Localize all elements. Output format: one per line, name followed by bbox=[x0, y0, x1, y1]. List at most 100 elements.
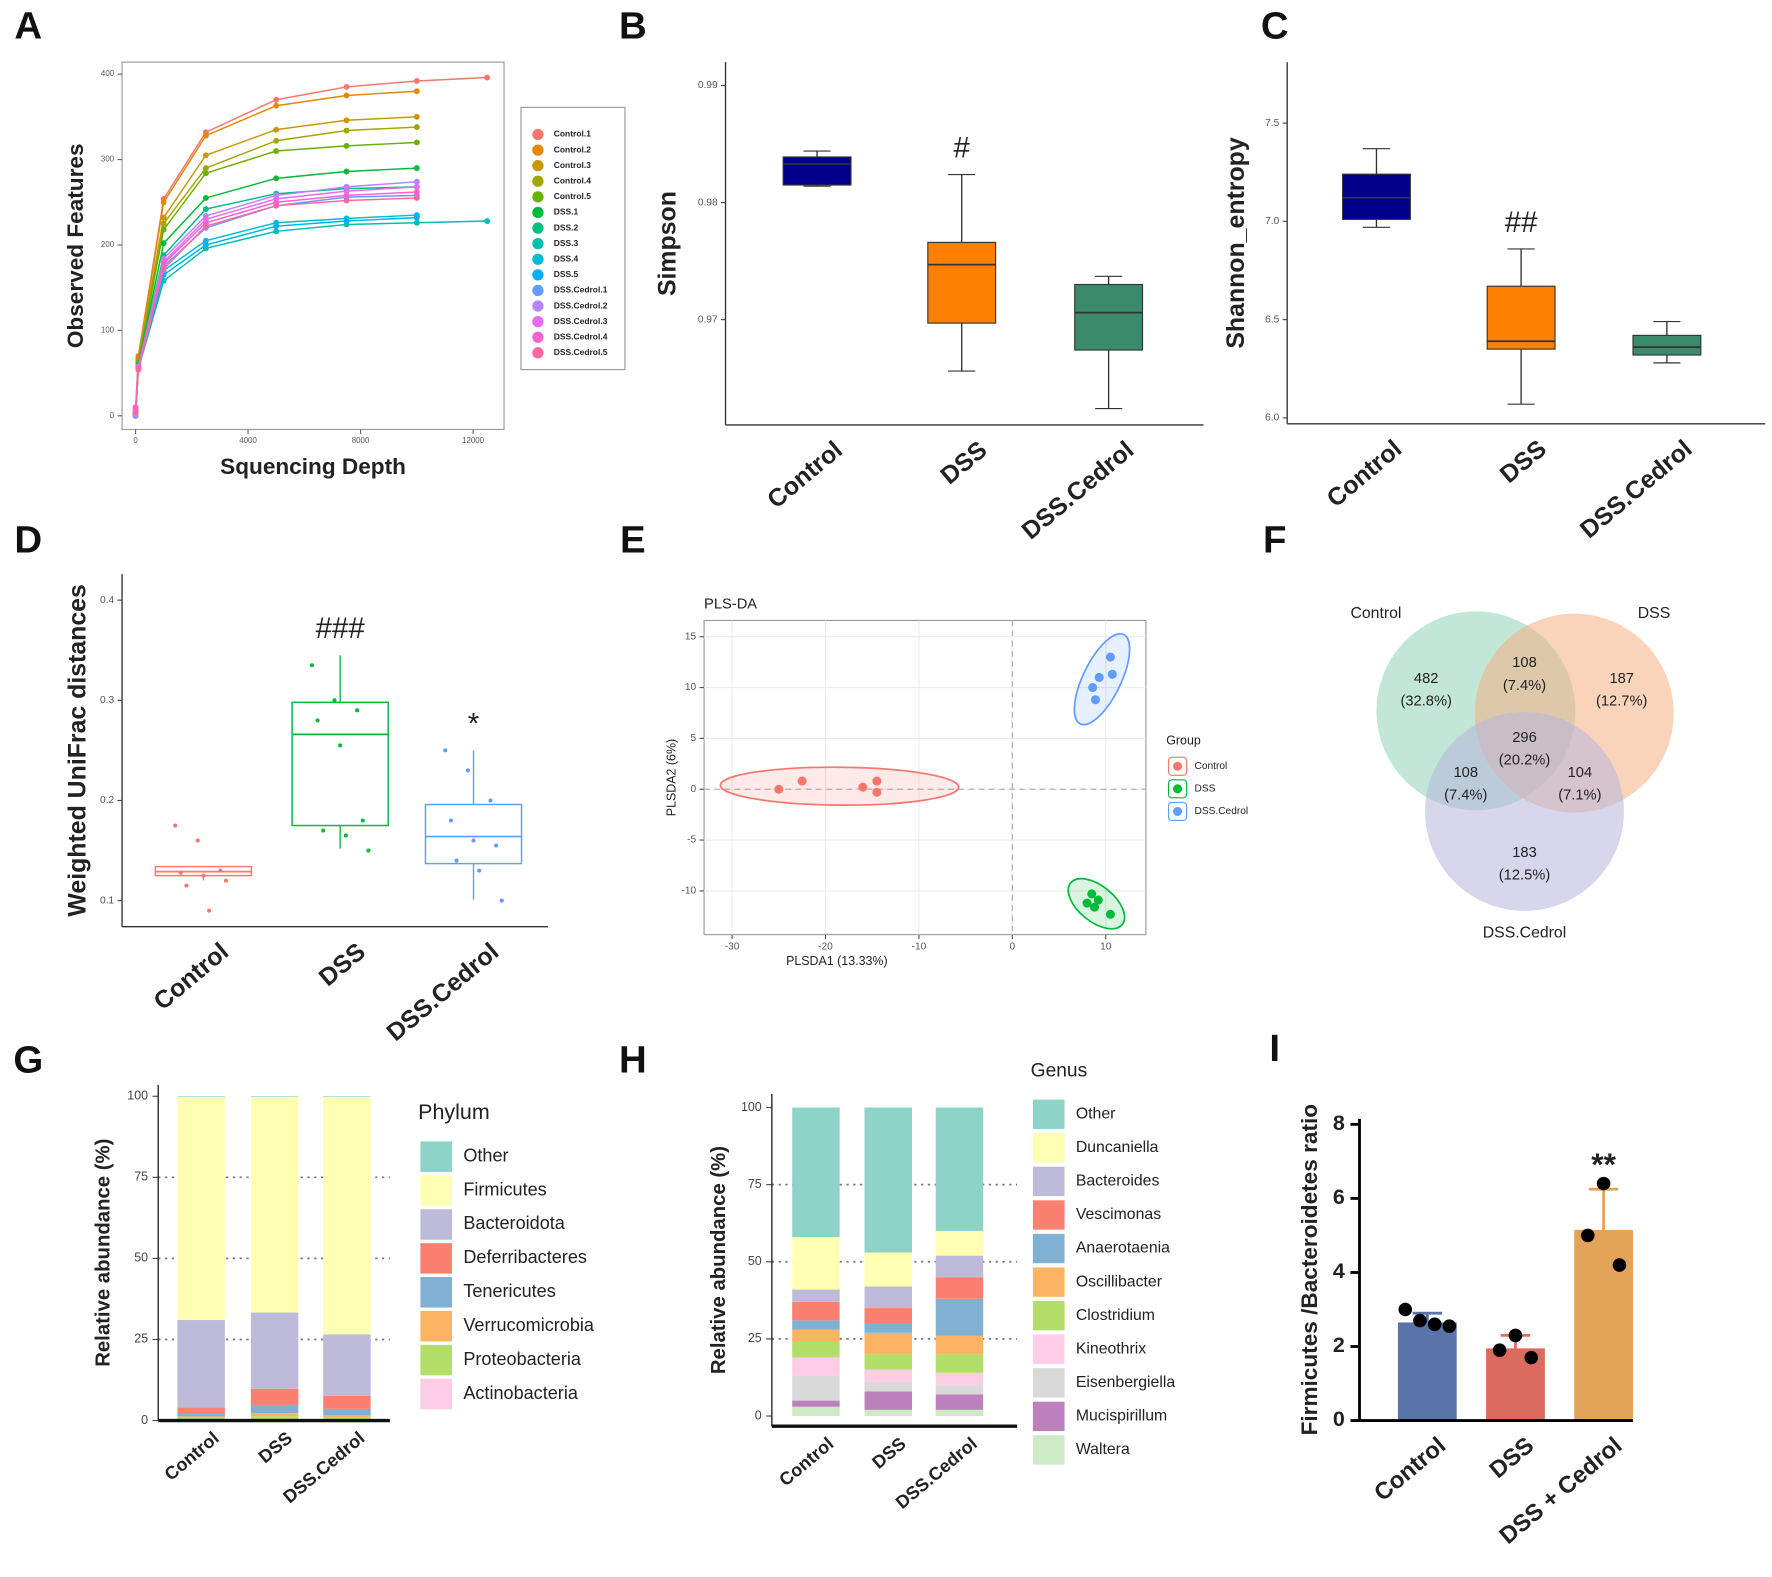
legend-label: DSS.1 bbox=[554, 207, 579, 217]
point bbox=[184, 883, 189, 888]
y-tick-label: 0.2 bbox=[100, 795, 114, 806]
point bbox=[413, 78, 420, 84]
y-tick-label: 15 bbox=[685, 631, 697, 642]
point bbox=[202, 132, 209, 139]
y-tick-label: 0.3 bbox=[100, 695, 114, 706]
point bbox=[273, 202, 280, 209]
y-tick-label: 6.0 bbox=[1265, 413, 1279, 424]
bar-segment bbox=[935, 1372, 984, 1386]
x-tick-label: DSS.Cedrol bbox=[381, 937, 504, 1046]
bar-segment bbox=[177, 1096, 225, 1321]
bar-segment bbox=[250, 1404, 299, 1414]
bar-segment bbox=[792, 1107, 840, 1238]
region-count: 183 bbox=[1512, 845, 1537, 861]
box bbox=[1341, 173, 1411, 220]
x-tick-label: 0 bbox=[1010, 942, 1016, 953]
bar-segment bbox=[792, 1237, 840, 1290]
legend-label: DSS.5 bbox=[554, 269, 579, 279]
bar-segment bbox=[935, 1255, 984, 1278]
point bbox=[797, 776, 807, 786]
legend-swatch bbox=[1032, 1334, 1065, 1364]
point bbox=[413, 113, 420, 120]
bar-segment bbox=[177, 1414, 225, 1417]
y-tick-label: 200 bbox=[101, 240, 115, 249]
y-tick-label: 7.5 bbox=[1265, 118, 1279, 129]
point bbox=[1088, 683, 1098, 693]
region-percent: (20.2%) bbox=[1499, 752, 1550, 768]
panel-letter: F bbox=[1263, 519, 1286, 562]
region-percent: (32.8%) bbox=[1400, 694, 1451, 710]
point bbox=[413, 195, 420, 201]
point bbox=[273, 148, 280, 154]
x-tick-label: 12000 bbox=[462, 436, 485, 445]
legend-swatch bbox=[420, 1243, 453, 1274]
legend-label: Bacteroides bbox=[1076, 1173, 1160, 1190]
point bbox=[1093, 895, 1103, 905]
annotation: ### bbox=[316, 612, 366, 645]
point bbox=[343, 197, 350, 204]
bar-segment bbox=[323, 1408, 371, 1416]
legend-swatch bbox=[532, 238, 544, 250]
point bbox=[1090, 902, 1100, 912]
legend-swatch bbox=[420, 1310, 453, 1342]
bar-segment bbox=[250, 1413, 299, 1417]
bar-segment bbox=[177, 1407, 225, 1415]
annotation: # bbox=[954, 131, 971, 164]
point bbox=[273, 175, 280, 182]
point bbox=[858, 782, 868, 792]
legend-label: Proteobacteria bbox=[463, 1349, 582, 1369]
bar-segment bbox=[935, 1107, 984, 1231]
x-tick-label: DSS bbox=[868, 1433, 909, 1472]
legend-swatch bbox=[1032, 1435, 1065, 1465]
bar-segment bbox=[935, 1354, 984, 1373]
legend-label: DSS.Cedrol.2 bbox=[554, 300, 608, 310]
legend-label: Control.5 bbox=[554, 191, 591, 201]
point bbox=[413, 124, 420, 131]
region-count: 108 bbox=[1453, 765, 1478, 781]
point bbox=[207, 908, 212, 913]
point bbox=[195, 838, 200, 843]
bar-segment bbox=[935, 1230, 984, 1256]
bar-segment bbox=[323, 1395, 371, 1409]
point bbox=[413, 88, 420, 95]
y-tick-label: 10 bbox=[685, 682, 697, 693]
series-line bbox=[134, 141, 417, 415]
y-tick-label: 0.98 bbox=[698, 197, 718, 208]
point bbox=[202, 237, 209, 244]
bar-segment bbox=[177, 1320, 225, 1408]
panel-letter: E bbox=[620, 519, 646, 562]
legend-swatch bbox=[532, 160, 544, 172]
point bbox=[173, 823, 178, 828]
point bbox=[494, 843, 499, 848]
y-tick-label: 0.1 bbox=[100, 895, 114, 906]
y-tick-label: 6 bbox=[1333, 1185, 1345, 1209]
legend-swatch bbox=[532, 331, 544, 343]
bar-segment bbox=[935, 1409, 984, 1417]
legend-label: Duncaniella bbox=[1076, 1139, 1159, 1156]
legend-swatch bbox=[1173, 784, 1183, 794]
legend-label: DSS bbox=[1195, 784, 1216, 795]
box bbox=[782, 156, 852, 186]
point bbox=[160, 199, 167, 206]
x-tick-label: -10 bbox=[912, 942, 927, 953]
box bbox=[1074, 283, 1144, 351]
bar-segment bbox=[323, 1334, 371, 1396]
legend-label: DSS.2 bbox=[554, 222, 579, 232]
x-tick-label: DSS.Cedrol bbox=[1575, 435, 1698, 544]
bar bbox=[1574, 1229, 1633, 1421]
y-tick-label: 4 bbox=[1333, 1259, 1345, 1283]
legend-label: Control.2 bbox=[554, 144, 591, 154]
point bbox=[315, 718, 320, 723]
y-axis-label: Relative abundance (%) bbox=[708, 1146, 730, 1374]
y-tick-label: 100 bbox=[741, 1100, 762, 1114]
point bbox=[471, 838, 476, 843]
y-tick-label: 400 bbox=[101, 69, 115, 78]
y-tick-label: 0.97 bbox=[698, 314, 718, 325]
legend-swatch bbox=[532, 347, 544, 359]
y-tick-label: 75 bbox=[748, 1177, 762, 1191]
point bbox=[160, 226, 167, 233]
y-axis-label: Relative abundance (%) bbox=[92, 1139, 114, 1367]
point bbox=[343, 833, 348, 838]
